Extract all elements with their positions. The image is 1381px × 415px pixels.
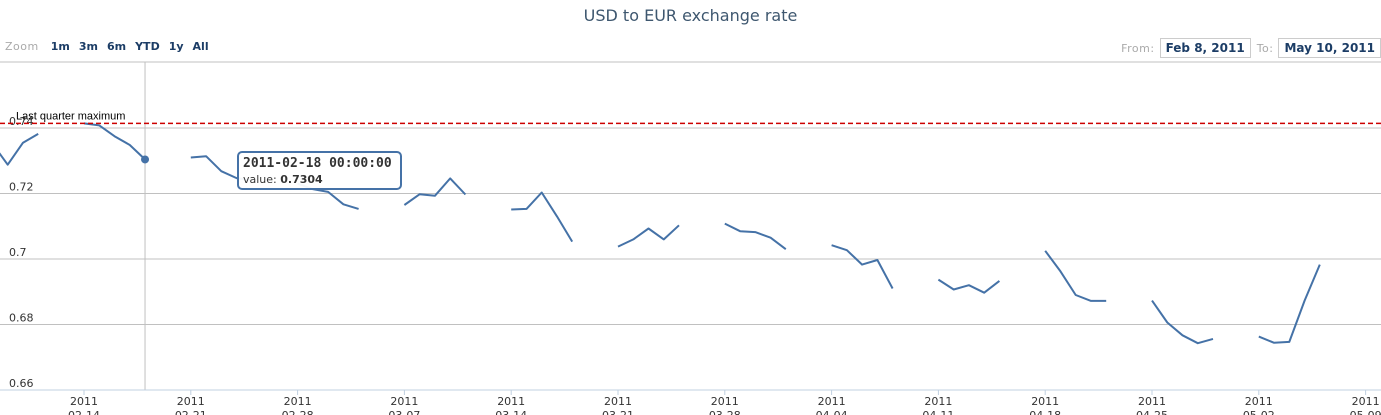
x-tick-date: 03-07 — [388, 409, 420, 415]
series-segment — [1151, 300, 1214, 345]
series-segment — [617, 224, 680, 248]
from-label: From: — [1121, 41, 1155, 55]
x-tick-year: 2011 — [497, 395, 525, 408]
series-segment — [0, 133, 39, 166]
x-tick-date: 03-28 — [709, 409, 741, 415]
series-segment — [403, 177, 467, 206]
grid-lines — [0, 61, 1381, 391]
x-tick-date: 03-14 — [495, 409, 527, 415]
x-tick-date: 04-04 — [816, 409, 848, 415]
x-tick-date: 02-28 — [282, 409, 314, 415]
zoom-1m-button[interactable]: 1m — [50, 40, 70, 53]
plot-line-label: Last quarter maximum — [16, 110, 125, 122]
x-tick-year: 2011 — [1138, 395, 1166, 408]
tooltip-value: 0.7304 — [280, 173, 323, 186]
series-segment — [1258, 264, 1321, 344]
x-tick-year: 2011 — [711, 395, 739, 408]
to-date-input[interactable]: May 10, 2011 — [1278, 38, 1381, 58]
x-tick-year: 2011 — [818, 395, 846, 408]
series-segment — [1044, 250, 1107, 302]
series-segment — [83, 122, 146, 161]
x-tick-date: 04-25 — [1136, 409, 1168, 415]
x-tick-year: 2011 — [924, 395, 952, 408]
y-tick-label: 0.72 — [9, 181, 34, 194]
x-tick-date: 03-21 — [602, 409, 634, 415]
tooltip: 2011-02-18 00:00:00 value: 0.7304 — [237, 151, 402, 190]
x-tick-date: 04-11 — [922, 409, 954, 415]
to-label: To: — [1256, 41, 1274, 55]
x-tick-date: 05-09 — [1350, 409, 1381, 415]
x-tick-year: 2011 — [1031, 395, 1059, 408]
y-axis-ticks: 0.74 0.72 0.7 0.68 0.66 — [9, 115, 34, 390]
zoom-6m-button[interactable]: 6m — [106, 40, 127, 53]
x-tick-date: 04-18 — [1029, 409, 1061, 415]
tooltip-value-row: value: 0.7304 — [243, 173, 396, 186]
series-segment — [724, 222, 787, 250]
y-tick-label: 0.66 — [9, 377, 34, 390]
from-date-input[interactable]: Feb 8, 2011 — [1159, 38, 1251, 58]
x-tick-year: 2011 — [1245, 395, 1273, 408]
y-tick-label: 0.7 — [9, 246, 27, 259]
series-lines — [0, 122, 1321, 345]
x-tick-year: 2011 — [390, 395, 418, 408]
series-segment — [511, 191, 574, 243]
zoom-all-button[interactable]: All — [192, 40, 209, 53]
x-tick-date: 02-14 — [68, 409, 100, 415]
y-tick-label: 0.74 — [9, 115, 34, 128]
date-range: From: Feb 8, 2011 To: May 10, 2011 — [1121, 38, 1381, 58]
tooltip-date: 2011-02-18 00:00:00 — [243, 156, 392, 171]
hover-marker — [141, 155, 150, 164]
x-tick-date: 05-02 — [1243, 409, 1275, 415]
x-axis-ticks: 201102-14201102-21201102-28201103-072011… — [68, 390, 1381, 415]
x-tick-year: 2011 — [1352, 395, 1380, 408]
zoom-1y-button[interactable]: 1y — [168, 40, 184, 53]
x-tick-year: 2011 — [284, 395, 312, 408]
series-segment — [937, 278, 1001, 294]
series-segment — [831, 244, 894, 289]
x-tick-year: 2011 — [604, 395, 632, 408]
zoom-3m-button[interactable]: 3m — [78, 40, 98, 53]
x-tick-year: 2011 — [177, 395, 205, 408]
zoom-ytd-button[interactable]: YTD — [135, 40, 160, 53]
x-tick-year: 2011 — [70, 395, 98, 408]
tooltip-value-label: value: — [243, 173, 277, 186]
y-tick-label: 0.68 — [9, 312, 34, 325]
x-tick-date: 02-21 — [175, 409, 207, 415]
chart-title: USD to EUR exchange rate — [583, 6, 798, 25]
zoom-bar: Zoom 1m 3m 6m YTD 1y All — [5, 40, 218, 53]
zoom-label: Zoom — [5, 40, 39, 53]
